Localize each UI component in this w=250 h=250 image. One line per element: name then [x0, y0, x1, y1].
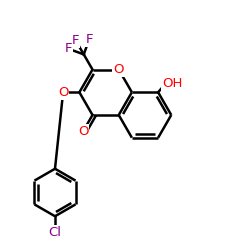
Text: F: F: [86, 32, 93, 46]
Text: Cl: Cl: [48, 226, 62, 239]
Text: O: O: [78, 125, 88, 138]
Text: F: F: [72, 34, 80, 47]
Text: OH: OH: [162, 77, 183, 90]
Text: F: F: [65, 42, 72, 55]
Text: O: O: [58, 86, 68, 99]
Text: O: O: [114, 63, 124, 76]
